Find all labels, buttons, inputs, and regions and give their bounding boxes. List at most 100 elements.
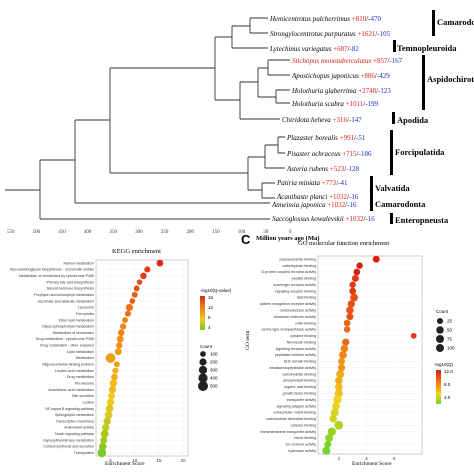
leaf-loss-count: -105: [377, 30, 391, 38]
category-label: Drug metabolism: [67, 375, 94, 379]
enrichment-point: [335, 376, 343, 385]
go-xlabel: Enrichment Score: [352, 461, 392, 467]
leaf-loss-count: -123: [378, 87, 391, 95]
enrichment-point: [324, 440, 332, 448]
enrichment-point: [116, 335, 124, 343]
tree-leaf: Saccoglossus kowalevskii +1032/-16: [272, 215, 375, 223]
category-label: cofactor binding: [291, 423, 316, 427]
clade-bracket: [390, 213, 393, 224]
category-label: Drug metabolism - cytochrome P450: [36, 337, 94, 341]
enrichment-point: [329, 415, 337, 423]
leaf-gain-count: +1032: [345, 215, 364, 223]
enrichment-point: [343, 319, 351, 327]
clade-bracket: [370, 199, 373, 211]
clade-bracket: [432, 10, 435, 36]
enrichment-point: [108, 392, 115, 400]
leaf-gain-count: +523: [329, 165, 345, 173]
category-label: peptide binding: [292, 277, 316, 281]
legend-count-label: 200: [210, 360, 218, 365]
legend-count-dot: [198, 373, 208, 383]
legend-count-dot: [197, 380, 209, 392]
enrichment-point: [346, 306, 354, 315]
tree-leaf: Asteria rubens +523/-128: [287, 165, 360, 173]
enrichment-point: [105, 353, 116, 363]
category-label: Linoleic acid metabolism: [55, 369, 94, 373]
legend-count-dot: [198, 365, 208, 375]
leaf-gain-count: +1032: [329, 193, 348, 201]
leaf-gain-count: +1011: [345, 100, 364, 108]
enrichment-point: [108, 386, 117, 394]
enrichment-point: [340, 344, 349, 353]
enrichment-point: [336, 370, 345, 379]
leaf-loss-count: -167: [389, 57, 403, 65]
leaf-loss-count: -16: [349, 193, 359, 201]
category-label: Porphyrin and chlorophyll metabolism: [34, 293, 94, 297]
time-axis-tick: 400: [83, 230, 92, 235]
kegg-xlabel: Enrichment Score: [105, 461, 145, 467]
tree-leaf: Pisaster ochraceus +715/-186: [287, 150, 372, 158]
enrichment-point: [350, 293, 359, 302]
legend-count-label: 100: [447, 346, 455, 351]
leaf-loss-count: -82: [349, 45, 359, 53]
go-title: GO molecular function enrichment: [298, 240, 390, 247]
legend-count-label: 50: [447, 328, 453, 333]
tree-leaf: Lytechinus variegatus +687/-82: [270, 45, 359, 53]
enrichment-point: [112, 367, 119, 374]
enrichment-point: [117, 329, 125, 336]
category-label: Metabolism: [76, 356, 94, 360]
leaf-gain-count: +687: [333, 45, 348, 53]
legend-count-label: 75: [447, 337, 453, 342]
leaf-gain-count: +715: [342, 150, 357, 158]
clade-label: Enteropneusta: [395, 215, 449, 225]
legend-q-tick: 8.0: [444, 382, 451, 387]
enrichment-point: [97, 448, 107, 458]
category-label: Retinol metabolism: [63, 261, 94, 265]
enrichment-point: [332, 402, 340, 410]
category-label: Transporters: [74, 451, 94, 455]
enrichment-point: [353, 268, 361, 276]
category-label: organic acid binding: [284, 385, 316, 389]
legend-count-label: 25: [447, 319, 453, 324]
legend-count-dot: [436, 317, 444, 325]
category-label: Antioxidant activity: [64, 426, 94, 430]
enrichment-point: [334, 383, 343, 391]
leaf-gain-count: +1621: [357, 30, 376, 38]
tree-leaf: Hemicentrotus pulcherrimus +810/-470: [270, 15, 382, 23]
clade-label: Camarodonta: [375, 199, 426, 209]
leaf-gain-count: +773: [321, 179, 337, 187]
clade-label: Forcipulatida: [395, 147, 445, 157]
enrichment-point: [347, 300, 355, 308]
enrichment-point: [334, 420, 344, 430]
category-label: Drug metabolism - other enzymes: [40, 344, 94, 348]
legend-q-title: -log10(Q): [434, 362, 454, 367]
category-label: phospholipid binding: [283, 379, 316, 383]
legend-q-colorbar: [436, 370, 441, 404]
category-label: fibronectin binding: [287, 340, 316, 344]
enrichment-point: [106, 398, 115, 406]
enrichment-point: [125, 303, 134, 312]
category-label: growth factor binding: [283, 392, 316, 396]
enrichment-point: [351, 274, 359, 282]
enrichment-point: [100, 429, 109, 438]
clade-label: Aspidochirotida: [427, 74, 474, 84]
leaf-species-name: Acanthaste planci: [277, 193, 330, 201]
leaf-species-name: Holothuria scabra: [292, 100, 346, 108]
category-label: Lectins: [83, 400, 95, 404]
leaf-gain-count: +886: [360, 72, 375, 80]
enrichment-point: [111, 373, 118, 381]
enrichment-point: [322, 446, 331, 455]
category-label: signaling receptor binding: [275, 289, 316, 293]
clade-bracket: [390, 130, 393, 175]
leaf-species-name: Pisaster ochraceus: [287, 150, 343, 158]
time-axis-tick: 350: [109, 230, 118, 235]
enrichment-point: [334, 389, 343, 398]
panel-label-c: C: [241, 232, 251, 247]
time-axis-tick: 550: [7, 230, 15, 235]
category-label: lipid binding: [297, 296, 316, 300]
leaf-loss-count: -16: [365, 215, 375, 223]
leaf-species-name: Plazaster borealis: [287, 134, 340, 142]
enrichment-point: [410, 332, 417, 339]
go-plot: polysaccharide binding carbohydrate bindi…: [260, 255, 455, 461]
legend-count-dot: [436, 335, 444, 343]
category-label: Glycosyltransferase metabolism: [43, 438, 94, 442]
